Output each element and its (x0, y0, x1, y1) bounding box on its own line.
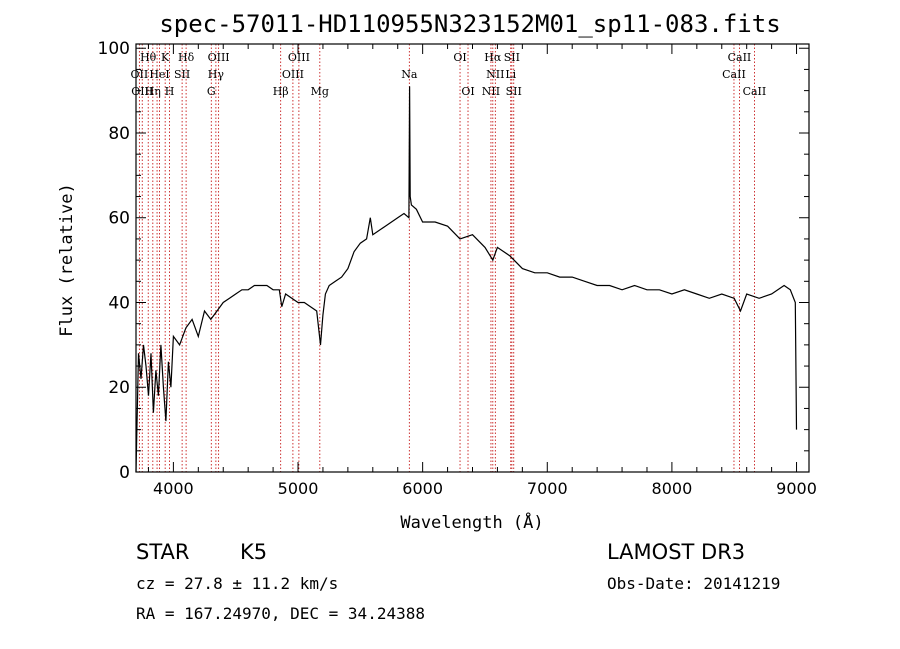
line-label: CaII (743, 85, 767, 98)
y-tick-label: 20 (108, 378, 130, 398)
line-label: SII (174, 68, 190, 81)
info-class: STAR (136, 540, 190, 564)
line-label: OI (461, 85, 474, 98)
x-tick-label: 9000 (776, 479, 817, 498)
line-label: NII (482, 85, 500, 98)
line-label: Hγ (208, 68, 225, 81)
line-label: Na (401, 68, 418, 81)
x-axis-label: Wavelength (Å) (400, 511, 543, 533)
y-axis-label: Flux (relative) (57, 183, 77, 337)
line-label: Hη (145, 85, 161, 98)
line-label: SII (506, 85, 522, 98)
line-label: OIII (131, 85, 153, 98)
info-subclass: K5 (240, 540, 268, 564)
plot-frame (135, 43, 810, 473)
line-label: OIII (288, 51, 310, 64)
chart-title: spec-57011-HD110955N323152M01_sp11-083.f… (159, 10, 780, 38)
reference-lines (138, 44, 755, 472)
x-tick-label: 8000 (652, 479, 693, 498)
line-label: G (207, 85, 216, 98)
info-coords: RA = 167.24970, DEC = 34.24388 (136, 604, 425, 623)
y-axis: 0 20 40 60 80 100 (98, 39, 809, 483)
info-obs-date: Obs-Date: 20141219 (607, 574, 781, 593)
x-tick-label: 4000 (153, 479, 194, 498)
line-label: Li (505, 68, 516, 81)
line-label: CaII (728, 51, 752, 64)
y-tick-label: 80 (108, 124, 130, 144)
line-label: Hβ (273, 85, 289, 98)
y-tick-label: 0 (119, 463, 130, 483)
line-label: OIII (282, 68, 304, 81)
x-axis: 4000 5000 6000 7000 8000 9000 (147, 44, 817, 498)
x-tick-label: 5000 (278, 479, 319, 498)
line-label: Hθ (140, 51, 157, 64)
line-label: NII (486, 68, 504, 81)
line-label: Hδ (178, 51, 195, 64)
line-label: OIII (208, 51, 230, 64)
y-tick-label: 100 (98, 39, 130, 59)
line-label: OII (131, 68, 149, 81)
x-tick-label: 7000 (527, 479, 568, 498)
info-survey: LAMOST DR3 (607, 540, 746, 564)
spectrum-series (135, 86, 798, 473)
line-label: Hα (484, 51, 502, 64)
line-label: OI (453, 51, 466, 64)
line-label: Mg (311, 85, 329, 98)
x-tick-label: 6000 (402, 479, 443, 498)
info-cz: cz = 27.8 ± 11.2 km/s (136, 574, 339, 593)
line-label: K (161, 51, 170, 64)
line-label: CaII (722, 68, 746, 81)
y-tick-label: 60 (108, 209, 130, 229)
line-label: HeI (149, 68, 169, 81)
y-tick-label: 40 (108, 293, 130, 313)
line-label: H (165, 85, 175, 98)
line-label: SII (504, 51, 520, 64)
